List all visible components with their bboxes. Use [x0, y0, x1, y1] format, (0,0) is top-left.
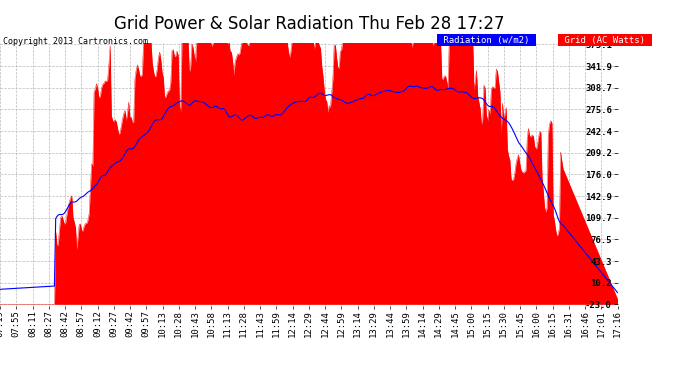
Text: Copyright 2013 Cartronics.com: Copyright 2013 Cartronics.com	[3, 38, 148, 46]
Text: Radiation (w/m2): Radiation (w/m2)	[438, 36, 535, 45]
Text: Grid (AC Watts): Grid (AC Watts)	[559, 36, 650, 45]
Text: Grid Power & Solar Radiation Thu Feb 28 17:27: Grid Power & Solar Radiation Thu Feb 28 …	[114, 15, 504, 33]
